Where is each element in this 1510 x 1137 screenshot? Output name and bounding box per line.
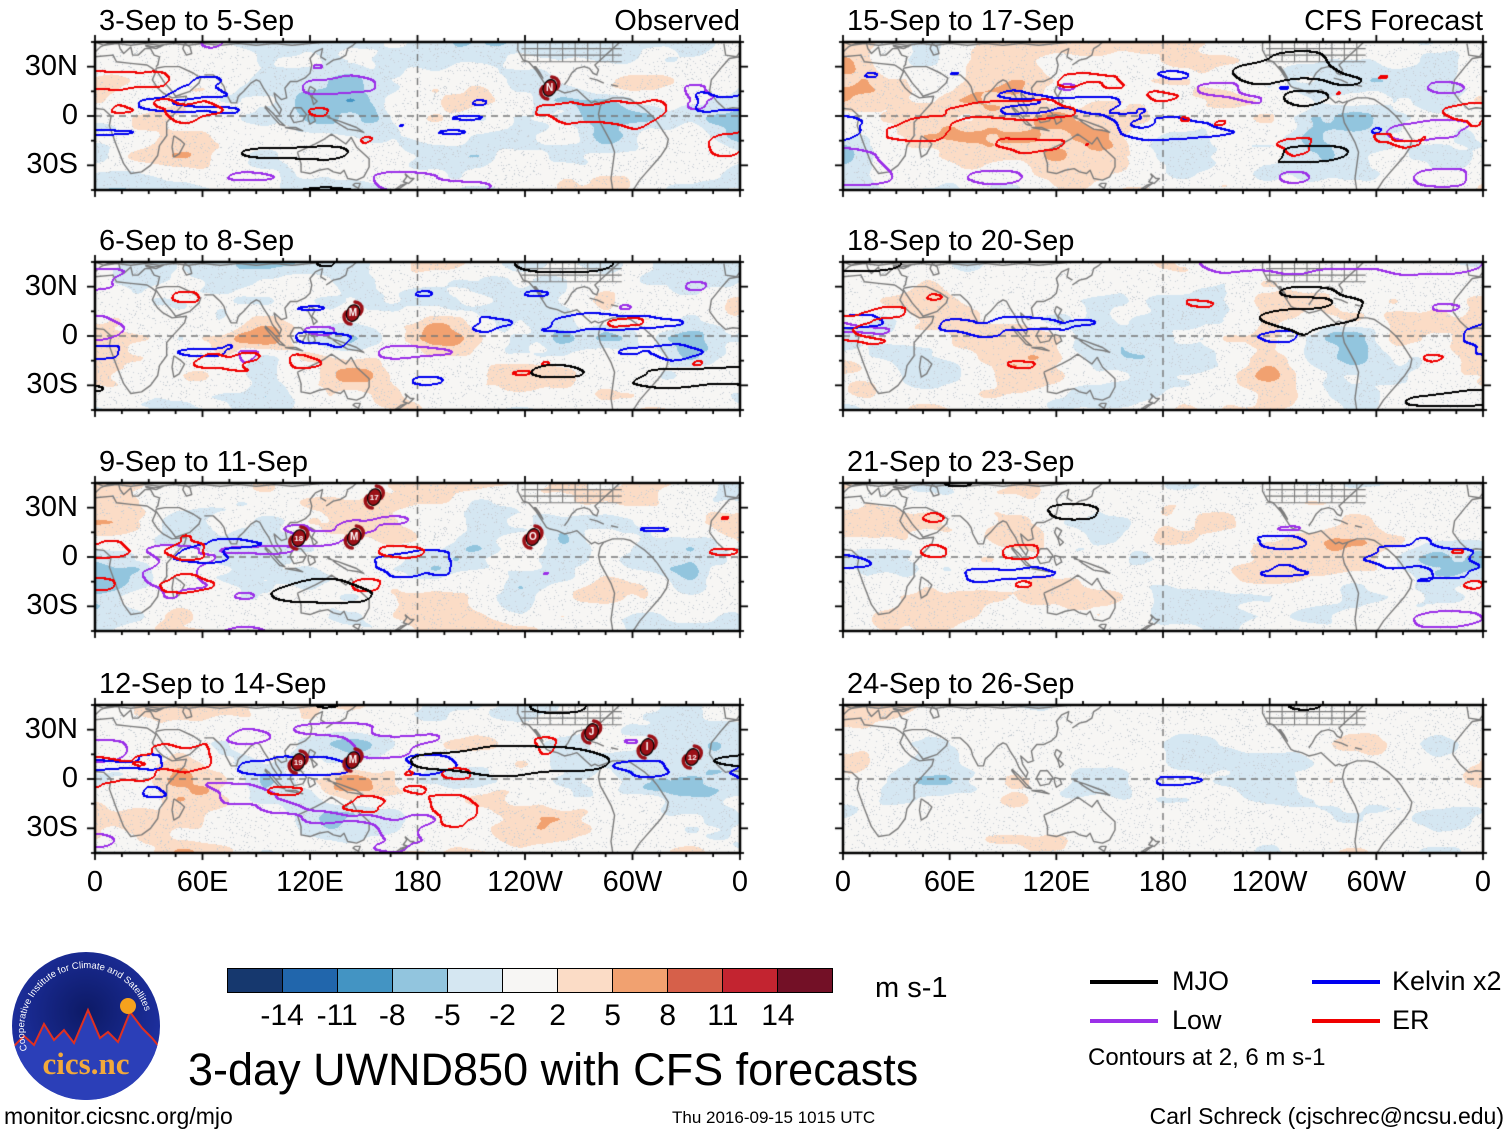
y-axis-label: 30S <box>26 148 78 181</box>
map-canvas-1 <box>81 248 754 424</box>
colorbar-tick-label: 8 <box>659 999 677 1032</box>
legend-line-mjo <box>1090 980 1158 984</box>
panel-title: 21-Sep to 23-Sep <box>847 446 1075 478</box>
colorbar-tick-label: -2 <box>489 999 516 1032</box>
colorbar-cell-2 <box>338 969 393 992</box>
panel-title: 12-Sep to 14-Sep <box>99 668 327 700</box>
x-axis-label: 180 <box>1138 866 1188 898</box>
colorbar-cell-4 <box>448 969 503 992</box>
logo-sun <box>120 998 136 1014</box>
legend-line-low <box>1090 1019 1158 1023</box>
map-canvas-4 <box>829 28 1497 204</box>
map-panel-5 <box>829 248 1497 424</box>
legend-line-kelvin <box>1312 980 1380 984</box>
colorbar-tick-label: 2 <box>549 999 566 1032</box>
colorbar-cell-7 <box>613 969 668 992</box>
figure-title: 3-day UWND850 with CFS forecasts <box>188 1044 919 1095</box>
colorbar-cell-5 <box>503 969 558 992</box>
legend-contour-note: Contours at 2, 6 m s-1 <box>1088 1044 1326 1071</box>
legend-label-er: ER <box>1392 1005 1430 1035</box>
panel-title: 3-Sep to 5-Sep <box>99 5 295 37</box>
y-axis-label: 30S <box>26 589 78 622</box>
map-panel-3 <box>81 691 754 867</box>
map-panel-7 <box>829 691 1497 867</box>
y-axis-label: 0 <box>61 99 78 131</box>
map-canvas-2 <box>81 469 754 645</box>
y-axis-label: 30N <box>24 490 78 523</box>
map-canvas-5 <box>829 248 1497 424</box>
column-header: CFS Forecast <box>1304 5 1483 37</box>
colorbar-tick-label: 14 <box>761 999 795 1032</box>
colorbar-units-label: m s-1 <box>875 972 948 1004</box>
panel-title: 24-Sep to 26-Sep <box>847 668 1075 700</box>
map-panel-2 <box>81 469 754 645</box>
map-canvas-6 <box>829 469 1497 645</box>
y-axis-label: 30N <box>24 712 78 745</box>
x-axis-label: 0 <box>1474 866 1492 898</box>
colorbar-cell-3 <box>393 969 448 992</box>
y-axis-label: 30S <box>26 811 78 844</box>
x-axis-label: 60W <box>1346 866 1407 898</box>
map-canvas-3 <box>81 691 754 867</box>
x-axis-label: 60E <box>923 866 976 898</box>
colorbar-tick-label: 11 <box>707 999 739 1032</box>
column-header: Observed <box>614 5 740 37</box>
y-axis-label: 30N <box>24 269 78 302</box>
y-axis-label: 0 <box>61 319 78 351</box>
panel-title: 9-Sep to 11-Sep <box>99 446 309 478</box>
map-canvas-0 <box>81 28 754 204</box>
colorbar <box>227 968 833 993</box>
y-axis-label: 30S <box>26 368 78 401</box>
y-axis-label: 0 <box>61 540 78 572</box>
footer-author: Carl Schreck (cjschrec@ncsu.edu) <box>1149 1103 1504 1129</box>
y-axis-label: 0 <box>61 762 78 794</box>
colorbar-cell-10 <box>778 969 832 992</box>
map-canvas-7 <box>829 691 1497 867</box>
colorbar-tick-label: 5 <box>604 999 621 1032</box>
legend-label-mjo: MJO <box>1172 966 1229 996</box>
x-axis-label: 60E <box>176 866 229 898</box>
colorbar-tick-label: -14 <box>260 999 304 1032</box>
x-axis-label: 120E <box>1022 866 1091 898</box>
footer-timestamp: Thu 2016-09-15 1015 UTC <box>672 1108 876 1127</box>
x-axis-label: 0 <box>731 866 749 898</box>
colorbar-cell-0 <box>228 969 283 992</box>
legend-label-low: Low <box>1172 1005 1222 1035</box>
logo-ridge-line <box>12 1007 160 1051</box>
x-axis-label: 0 <box>834 866 852 898</box>
colorbar-tick-label: -11 <box>316 999 358 1032</box>
panel-title: 18-Sep to 20-Sep <box>847 225 1075 257</box>
map-panel-4 <box>829 28 1497 204</box>
panel-title: 15-Sep to 17-Sep <box>847 5 1075 37</box>
y-axis-label: 30N <box>24 49 78 82</box>
x-axis-label: 120E <box>276 866 344 898</box>
map-panel-0 <box>81 28 754 204</box>
x-axis-label: 120W <box>1231 866 1308 898</box>
x-axis-label: 120W <box>487 866 563 898</box>
logo-wordmark: cics.nc <box>43 1046 130 1081</box>
colorbar-cell-6 <box>558 969 613 992</box>
cicsnc-logo: Cooperative Institute for Climate and Sa… <box>12 952 160 1100</box>
legend-label-kelvin: Kelvin x2 <box>1392 966 1502 996</box>
logo-mountains <box>12 1010 160 1100</box>
colorbar-cell-1 <box>283 969 338 992</box>
map-panel-6 <box>829 469 1497 645</box>
x-axis-label: 60W <box>602 866 663 898</box>
colorbar-cell-9 <box>723 969 778 992</box>
panel-title: 6-Sep to 8-Sep <box>99 225 295 257</box>
legend-line-er <box>1312 1019 1380 1023</box>
map-panel-1 <box>81 248 754 424</box>
colorbar-tick-label: -8 <box>378 999 406 1032</box>
colorbar-tick-label: -5 <box>434 999 461 1032</box>
x-axis-label: 0 <box>86 866 104 898</box>
colorbar-cell-8 <box>668 969 723 992</box>
footer-url: monitor.cicsnc.org/mjo <box>4 1103 233 1129</box>
x-axis-label: 180 <box>393 866 442 898</box>
